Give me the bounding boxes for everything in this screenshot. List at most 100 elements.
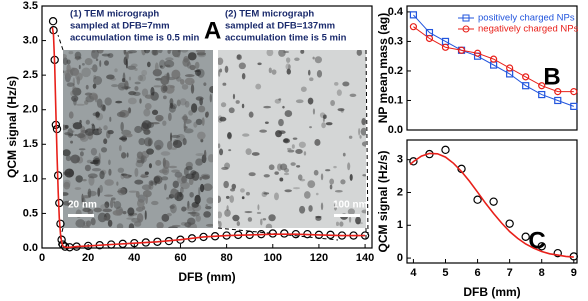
- particle: [219, 116, 227, 122]
- particle: [347, 162, 351, 171]
- particle: [144, 94, 155, 99]
- x-tick-label: 7: [507, 267, 513, 279]
- particle: [93, 157, 101, 167]
- particle: [268, 67, 272, 74]
- particle: [225, 195, 230, 199]
- x-tick-label: 40: [128, 252, 140, 264]
- particle: [162, 157, 166, 168]
- point: [489, 197, 498, 206]
- particle: [82, 178, 87, 182]
- particle: [151, 50, 159, 56]
- particle: [141, 88, 149, 97]
- particle: [136, 212, 144, 223]
- particle: [122, 211, 127, 215]
- particle: [325, 169, 331, 172]
- particle: [176, 76, 182, 82]
- particle: [247, 217, 253, 222]
- particle: [164, 60, 175, 68]
- particle: [227, 132, 232, 140]
- particle: [329, 178, 335, 185]
- scale-bar-label: 20 nm: [68, 200, 97, 211]
- particle: [92, 83, 97, 89]
- particle: [190, 103, 198, 113]
- particle: [159, 65, 163, 68]
- particle: [221, 166, 229, 170]
- particle: [68, 51, 74, 55]
- series-line: [413, 14, 574, 107]
- particle: [140, 173, 147, 179]
- particle: [82, 207, 91, 213]
- particle: [166, 197, 170, 200]
- particle: [137, 74, 144, 82]
- particle: [240, 188, 245, 193]
- point: [538, 90, 546, 99]
- y-tick-label: 0.2: [388, 65, 403, 77]
- particle: [307, 180, 316, 189]
- x-tick-label: 9: [571, 267, 577, 279]
- particle: [195, 153, 205, 157]
- particle: [141, 69, 148, 76]
- particle: [333, 165, 337, 169]
- particle: [183, 128, 194, 134]
- particle: [151, 200, 159, 206]
- particle: [63, 179, 71, 188]
- particle: [190, 170, 197, 176]
- particle: [127, 207, 135, 216]
- particle: [68, 111, 74, 119]
- particle: [176, 54, 180, 58]
- particle: [150, 91, 159, 101]
- particle: [244, 210, 253, 214]
- particle: [96, 98, 103, 108]
- particle: [91, 50, 99, 59]
- y-tick-label: 0: [397, 252, 403, 264]
- particle: [143, 50, 151, 54]
- particle: [205, 223, 213, 227]
- particle: [116, 111, 126, 118]
- particle: [271, 69, 277, 75]
- particle: [182, 137, 187, 146]
- annotation: sampled at DFB=137mm: [225, 21, 335, 32]
- particle: [93, 76, 103, 85]
- particle: [93, 207, 103, 213]
- particle: [104, 179, 114, 186]
- particle: [325, 122, 333, 126]
- particle: [181, 175, 188, 184]
- particle: [183, 167, 189, 177]
- particle: [139, 74, 147, 82]
- particle: [66, 59, 71, 65]
- particle: [303, 151, 307, 156]
- particle: [299, 178, 306, 182]
- particle: [349, 174, 353, 181]
- y-tick-label: 1.5: [23, 138, 38, 150]
- particle: [130, 63, 138, 68]
- particle: [91, 50, 96, 53]
- y-tick-label: 0.0: [23, 242, 38, 254]
- point: [457, 46, 466, 54]
- particle: [279, 177, 284, 182]
- y-tick-label: 0.5: [23, 207, 38, 219]
- particle: [355, 216, 361, 225]
- particle: [362, 174, 366, 177]
- particle: [296, 165, 301, 168]
- particle: [72, 86, 77, 91]
- point: [505, 219, 514, 228]
- particle: [79, 151, 84, 157]
- particle: [164, 183, 167, 191]
- particle: [63, 53, 67, 59]
- particle: [218, 69, 221, 77]
- particle: [195, 96, 204, 101]
- particle: [63, 149, 71, 157]
- micrograph-texture: [218, 50, 366, 228]
- particle: [283, 50, 290, 54]
- particle: [125, 58, 128, 69]
- particle: [70, 90, 74, 96]
- particle: [182, 58, 190, 67]
- particle: [84, 128, 95, 136]
- point: [538, 82, 546, 90]
- particle: [195, 69, 202, 77]
- particle: [117, 82, 127, 91]
- particle: [97, 187, 101, 197]
- particle: [342, 152, 346, 157]
- particle: [291, 144, 295, 149]
- particle: [104, 60, 109, 66]
